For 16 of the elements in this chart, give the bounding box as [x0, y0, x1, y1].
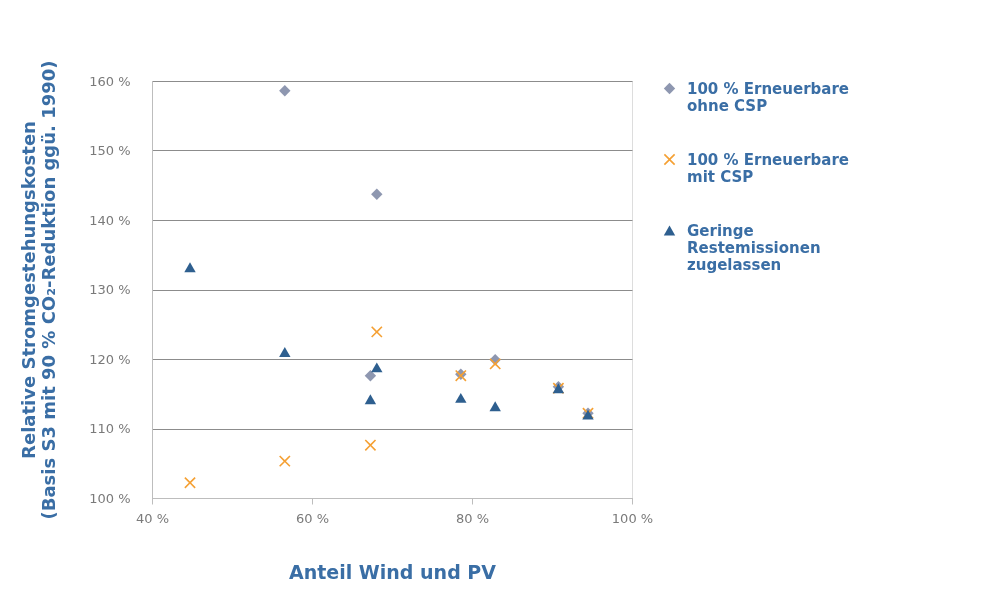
x-axis-title: Anteil Wind und PV [289, 560, 497, 583]
x-tick-label: 60 % [295, 510, 330, 526]
y-axis-title: Relative Stromgestehungskosten (Basis S3 mit 90 % CO₂-Reduktion ggü. 1990) [18, 60, 60, 520]
legend-label: Geringe Restemissionen zugelassen [687, 221, 821, 274]
y-tick-label: 110 % [89, 421, 131, 436]
y-tick-label: 100 % [89, 490, 131, 506]
legend-label: 100 % Erneuerbare mit CSP [687, 150, 849, 186]
y-tick-label: 160 % [89, 73, 131, 89]
x-tick-label: 80 % [455, 510, 490, 526]
x-tick-label: 40 % [135, 510, 170, 526]
legend-label: 100 % Erneuerbare ohne CSP [687, 79, 849, 115]
y-tick-label: 150 % [89, 143, 131, 158]
x-tick-label: 100 % [611, 510, 654, 526]
y-tick-label: 120 % [89, 351, 131, 367]
y-tick-label: 130 % [89, 282, 131, 297]
y-tick-label: 140 % [89, 212, 131, 228]
